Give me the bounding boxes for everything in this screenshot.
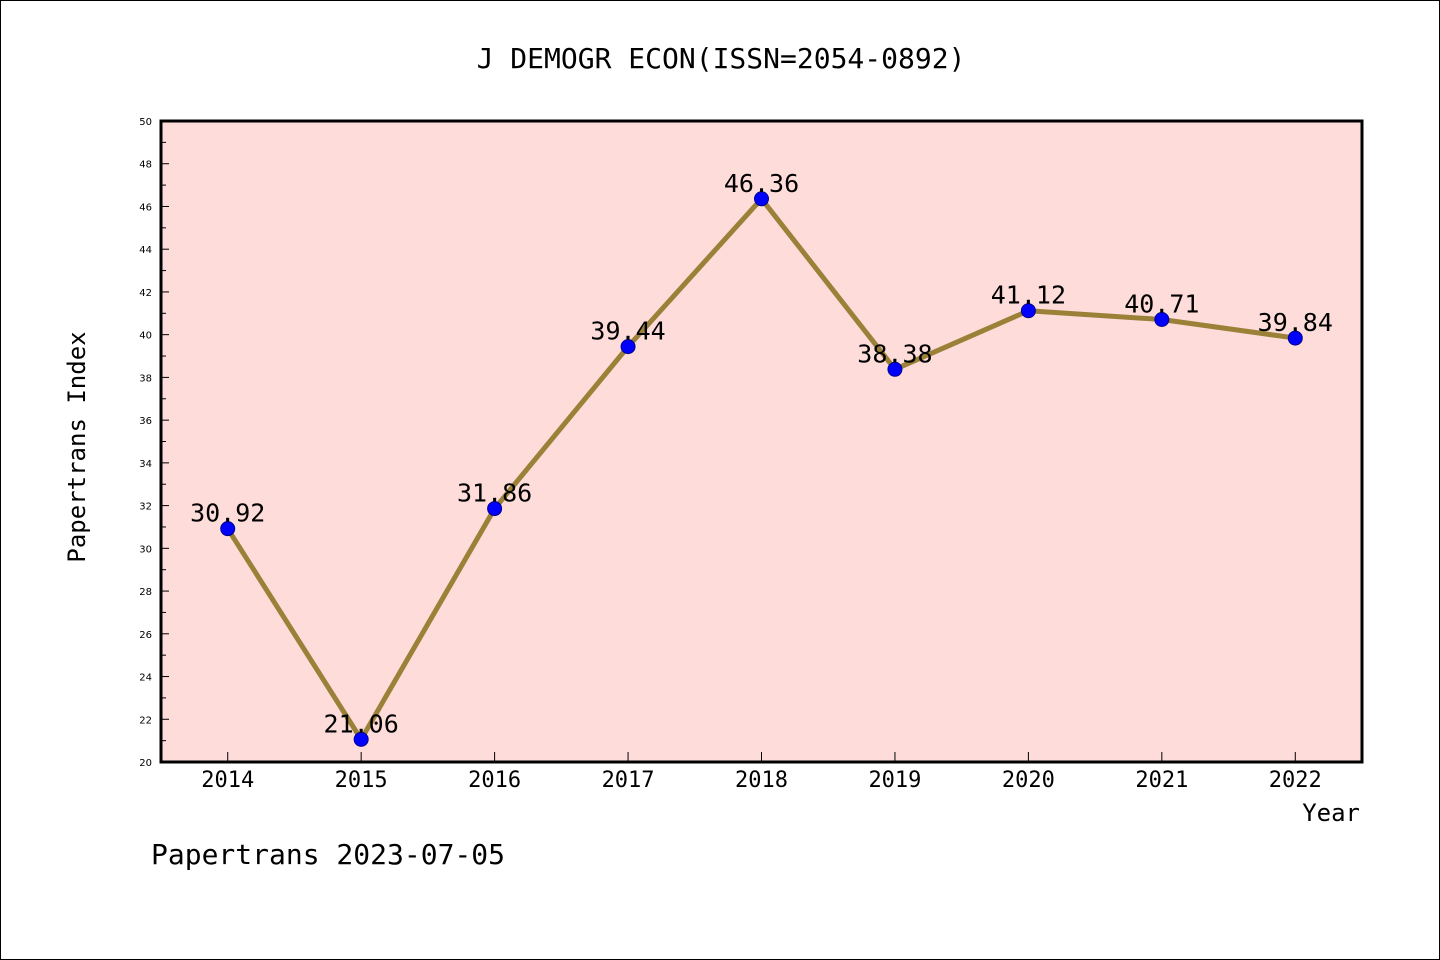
data-label: 46.36 bbox=[724, 169, 799, 198]
y-tick-label: 34 bbox=[139, 459, 152, 470]
x-tick-label: 2016 bbox=[468, 768, 521, 793]
y-tick-label: 36 bbox=[139, 416, 152, 427]
y-tick-label: 28 bbox=[139, 587, 152, 598]
y-tick-label: 40 bbox=[139, 331, 152, 342]
data-label: 30.92 bbox=[190, 499, 265, 528]
chart-title: J DEMOGR ECON(ISSN=2054-0892) bbox=[477, 42, 966, 75]
y-tick-label: 24 bbox=[139, 673, 152, 684]
data-label: 31.86 bbox=[457, 479, 532, 508]
x-tick-label: 2020 bbox=[1002, 768, 1055, 793]
x-tick-label: 2021 bbox=[1135, 768, 1188, 793]
y-tick-label: 32 bbox=[139, 502, 152, 513]
data-label: 39.84 bbox=[1258, 308, 1333, 337]
y-tick-label: 26 bbox=[139, 630, 152, 641]
markers-group bbox=[220, 191, 1303, 747]
data-labels-group: 30.92 21.06 31.86 39.44 46.36 38.38 41.12 40.71… bbox=[190, 169, 1333, 739]
x-tick-label: 2015 bbox=[335, 768, 388, 793]
x-tick-label: 2018 bbox=[735, 768, 788, 793]
y-axis-label: Papertrans Index bbox=[63, 331, 91, 562]
data-point bbox=[887, 361, 903, 377]
y-tick-label: 48 bbox=[139, 160, 152, 171]
x-axis-label: Year bbox=[1302, 799, 1360, 827]
x-tick-label: 2014 bbox=[201, 768, 254, 793]
x-axis-ticks: 2014 2015 2016 2017 2018 2019 2020 2021 2022 bbox=[201, 752, 1322, 793]
x-tick-label: 2019 bbox=[868, 768, 921, 793]
data-point bbox=[620, 339, 636, 355]
data-point bbox=[487, 501, 503, 517]
data-point bbox=[1287, 330, 1303, 346]
data-label: 39.44 bbox=[590, 317, 665, 346]
data-label: 41.12 bbox=[991, 281, 1066, 310]
data-point bbox=[1154, 311, 1170, 327]
data-label: 21.06 bbox=[324, 709, 399, 738]
x-tick-label: 2022 bbox=[1269, 768, 1322, 793]
data-point bbox=[353, 731, 369, 747]
data-point bbox=[1020, 303, 1036, 319]
y-axis-ticks: 20 22 24 26 28 30 32 34 36 38 40 42 44 46 48 50 bbox=[139, 117, 169, 769]
y-tick-label: 22 bbox=[139, 715, 152, 726]
y-tick-label: 46 bbox=[139, 202, 152, 213]
y-tick-label: 44 bbox=[139, 245, 152, 256]
data-label: 40.71 bbox=[1124, 289, 1199, 318]
x-tick-label: 2017 bbox=[602, 768, 655, 793]
data-point bbox=[220, 521, 236, 537]
data-label: 38.38 bbox=[857, 339, 932, 368]
data-point bbox=[754, 191, 769, 207]
y-tick-label: 50 bbox=[139, 117, 152, 128]
footer-stamp: Papertrans 2023-07-05 bbox=[151, 838, 505, 871]
y-tick-label: 20 bbox=[139, 758, 152, 769]
y-tick-label: 42 bbox=[139, 288, 152, 299]
y-tick-label: 30 bbox=[139, 544, 152, 555]
plot-area bbox=[159, 119, 1364, 764]
y-tick-label: 38 bbox=[139, 373, 152, 384]
